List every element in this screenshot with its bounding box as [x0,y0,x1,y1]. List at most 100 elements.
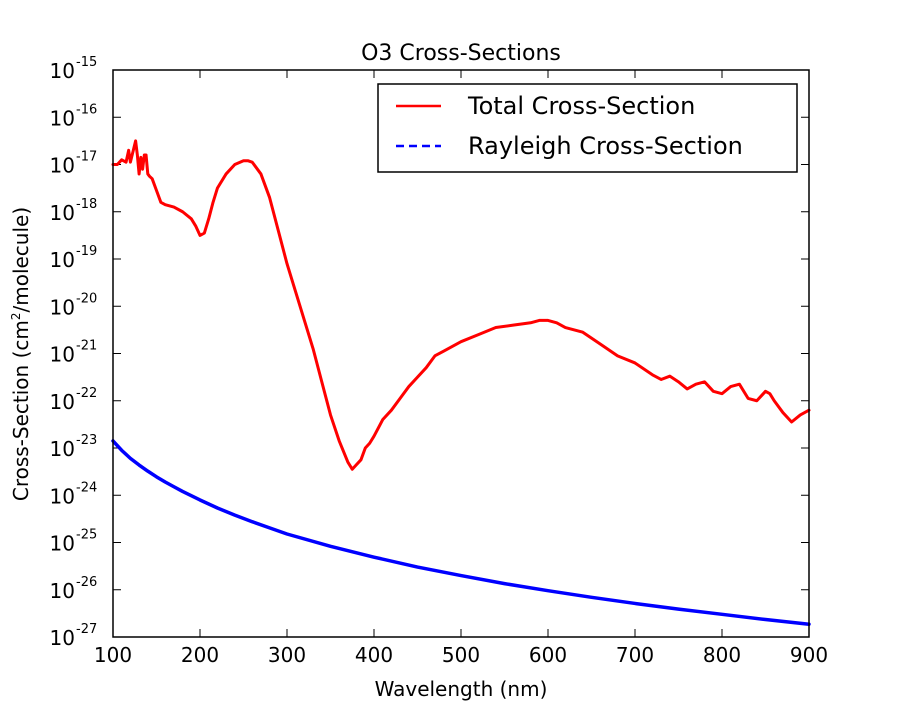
data-point [129,457,132,460]
data-point [138,464,141,466]
y-tick-exponent: -27 [76,622,97,637]
data-point [286,262,288,265]
data-point [173,485,175,488]
data-point [216,187,219,190]
y-tick-base: 10 [50,154,75,178]
y-tick-exponent: -16 [76,102,97,117]
data-point [312,347,314,350]
data-point [181,210,184,213]
y-tick-exponent: -25 [76,528,97,543]
data-point [138,173,141,175]
data-point [703,380,706,383]
x-tick-label: 600 [529,643,567,667]
y-tick-label: 10 -25 [50,528,98,556]
data-point [233,163,236,166]
data-point [373,556,375,559]
y-axis-title-prefix: Cross-Section (cm [9,320,33,501]
data-point [381,418,384,421]
data-point [151,177,154,180]
y-tick-exponent: -23 [76,433,97,448]
data-point [225,173,228,175]
series-line [111,439,811,626]
y-tick-exponent: -20 [76,291,97,306]
data-point [677,608,680,611]
y-tick-exponent: -24 [76,480,97,495]
data-point [242,159,245,162]
data-point [338,440,341,442]
data-point [503,582,506,585]
data-point [127,149,130,152]
y-tick-exponent: -26 [76,575,97,590]
data-point [251,161,254,164]
data-point [251,520,254,523]
series-layer [111,139,811,626]
data-point [159,201,162,204]
x-tick-label: 800 [703,643,741,667]
series-line [111,139,811,471]
data-point [277,229,280,232]
data-point [155,475,158,478]
data-point [199,234,201,237]
data-point [390,409,393,412]
x-tick-label: 200 [181,643,219,667]
y-tick-label: 10 -23 [50,433,98,461]
data-point [351,468,354,471]
data-point [581,331,584,334]
data-point [364,447,367,449]
data-point [368,442,371,445]
data-point [616,354,619,357]
y-tick-base: 10 [50,106,75,130]
data-point [512,324,515,327]
data-point [477,333,480,336]
data-point [120,158,123,161]
data-point [129,161,132,164]
y-tick-base: 10 [50,295,75,319]
y-tick-base: 10 [50,579,75,603]
data-point [407,385,410,388]
y-tick-label: 10 -27 [50,622,98,650]
y-tick-label: 10 -19 [50,244,98,272]
data-point [416,566,419,568]
data-point [529,321,532,324]
data-point [460,574,462,577]
y-tick-base: 10 [50,437,75,461]
x-axis-ticks: 100 200 300 400 500 600 700 800 900 [94,70,828,667]
data-point [634,602,636,605]
data-point [773,399,776,402]
data-point [207,217,210,220]
y-tick-base: 10 [50,532,75,556]
data-point [141,168,144,171]
data-point [747,397,749,400]
y-tick-label: 10 -15 [50,55,98,83]
y-tick-label: 10 -22 [50,386,98,414]
data-point [651,373,654,376]
data-point [425,366,428,369]
data-point [139,156,142,159]
y-tick-base: 10 [50,484,75,508]
data-point [148,175,151,178]
data-point [146,470,149,473]
y-axis-title-suffix: /molecule) [9,207,33,313]
legend: Total Cross-Section Rayleigh Cross-Secti… [377,83,798,173]
data-point [136,154,139,156]
data-point [660,378,662,381]
y-tick-exponent: -18 [76,197,97,212]
y-tick-base: 10 [50,201,75,225]
data-point [460,340,462,343]
data-point [355,463,358,466]
data-point [547,589,549,592]
data-point [555,321,558,324]
data-point [233,514,236,516]
chart-title: O3 Cross-Sections [361,41,561,66]
data-point [181,490,184,493]
data-point [268,196,271,199]
data-point [721,613,723,616]
data-point [721,392,723,395]
data-point [790,421,793,423]
data-point [155,189,158,192]
y-tick-base: 10 [50,59,75,83]
data-point [764,390,767,393]
data-point [416,376,419,379]
data-point [199,499,201,501]
